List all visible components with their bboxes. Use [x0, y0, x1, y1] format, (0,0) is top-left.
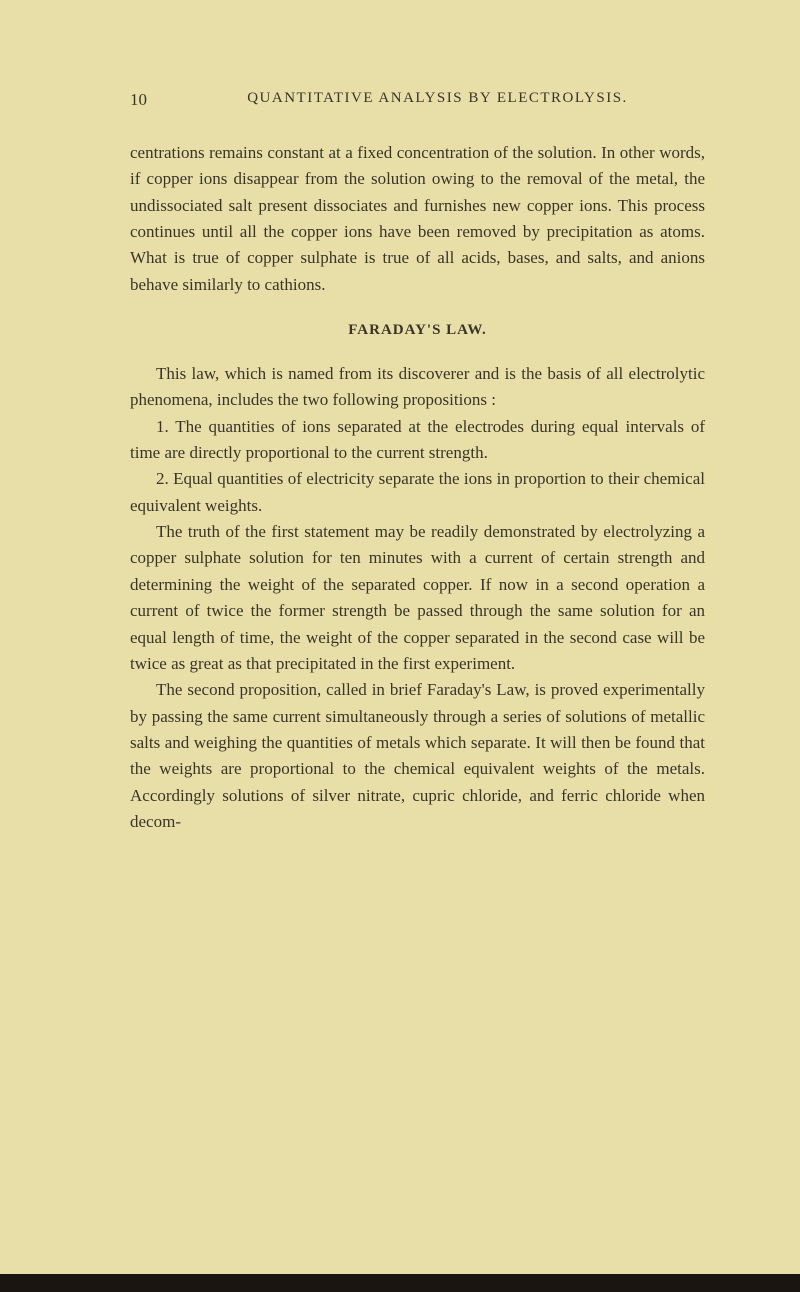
- paragraph-explanation-2: The second proposition, called in brief …: [130, 677, 705, 835]
- running-header: QUANTITATIVE ANALYSIS BY ELECTROLYSIS.: [170, 90, 705, 107]
- page-content: centrations remains constant at a fixed …: [130, 140, 705, 835]
- proposition-2: 2. Equal quantities of electricity separ…: [130, 466, 705, 519]
- paragraph-explanation-1: The truth of the first statement may be …: [130, 519, 705, 677]
- paragraph-continuation: centrations remains constant at a fixed …: [130, 140, 705, 298]
- section-heading: FARADAY'S LAW.: [130, 322, 705, 339]
- page-bottom-edge: [0, 1274, 800, 1292]
- paragraph-intro: This law, which is named from its discov…: [130, 361, 705, 414]
- page-number: 10: [130, 90, 147, 110]
- proposition-1: 1. The quantities of ions separated at t…: [130, 414, 705, 467]
